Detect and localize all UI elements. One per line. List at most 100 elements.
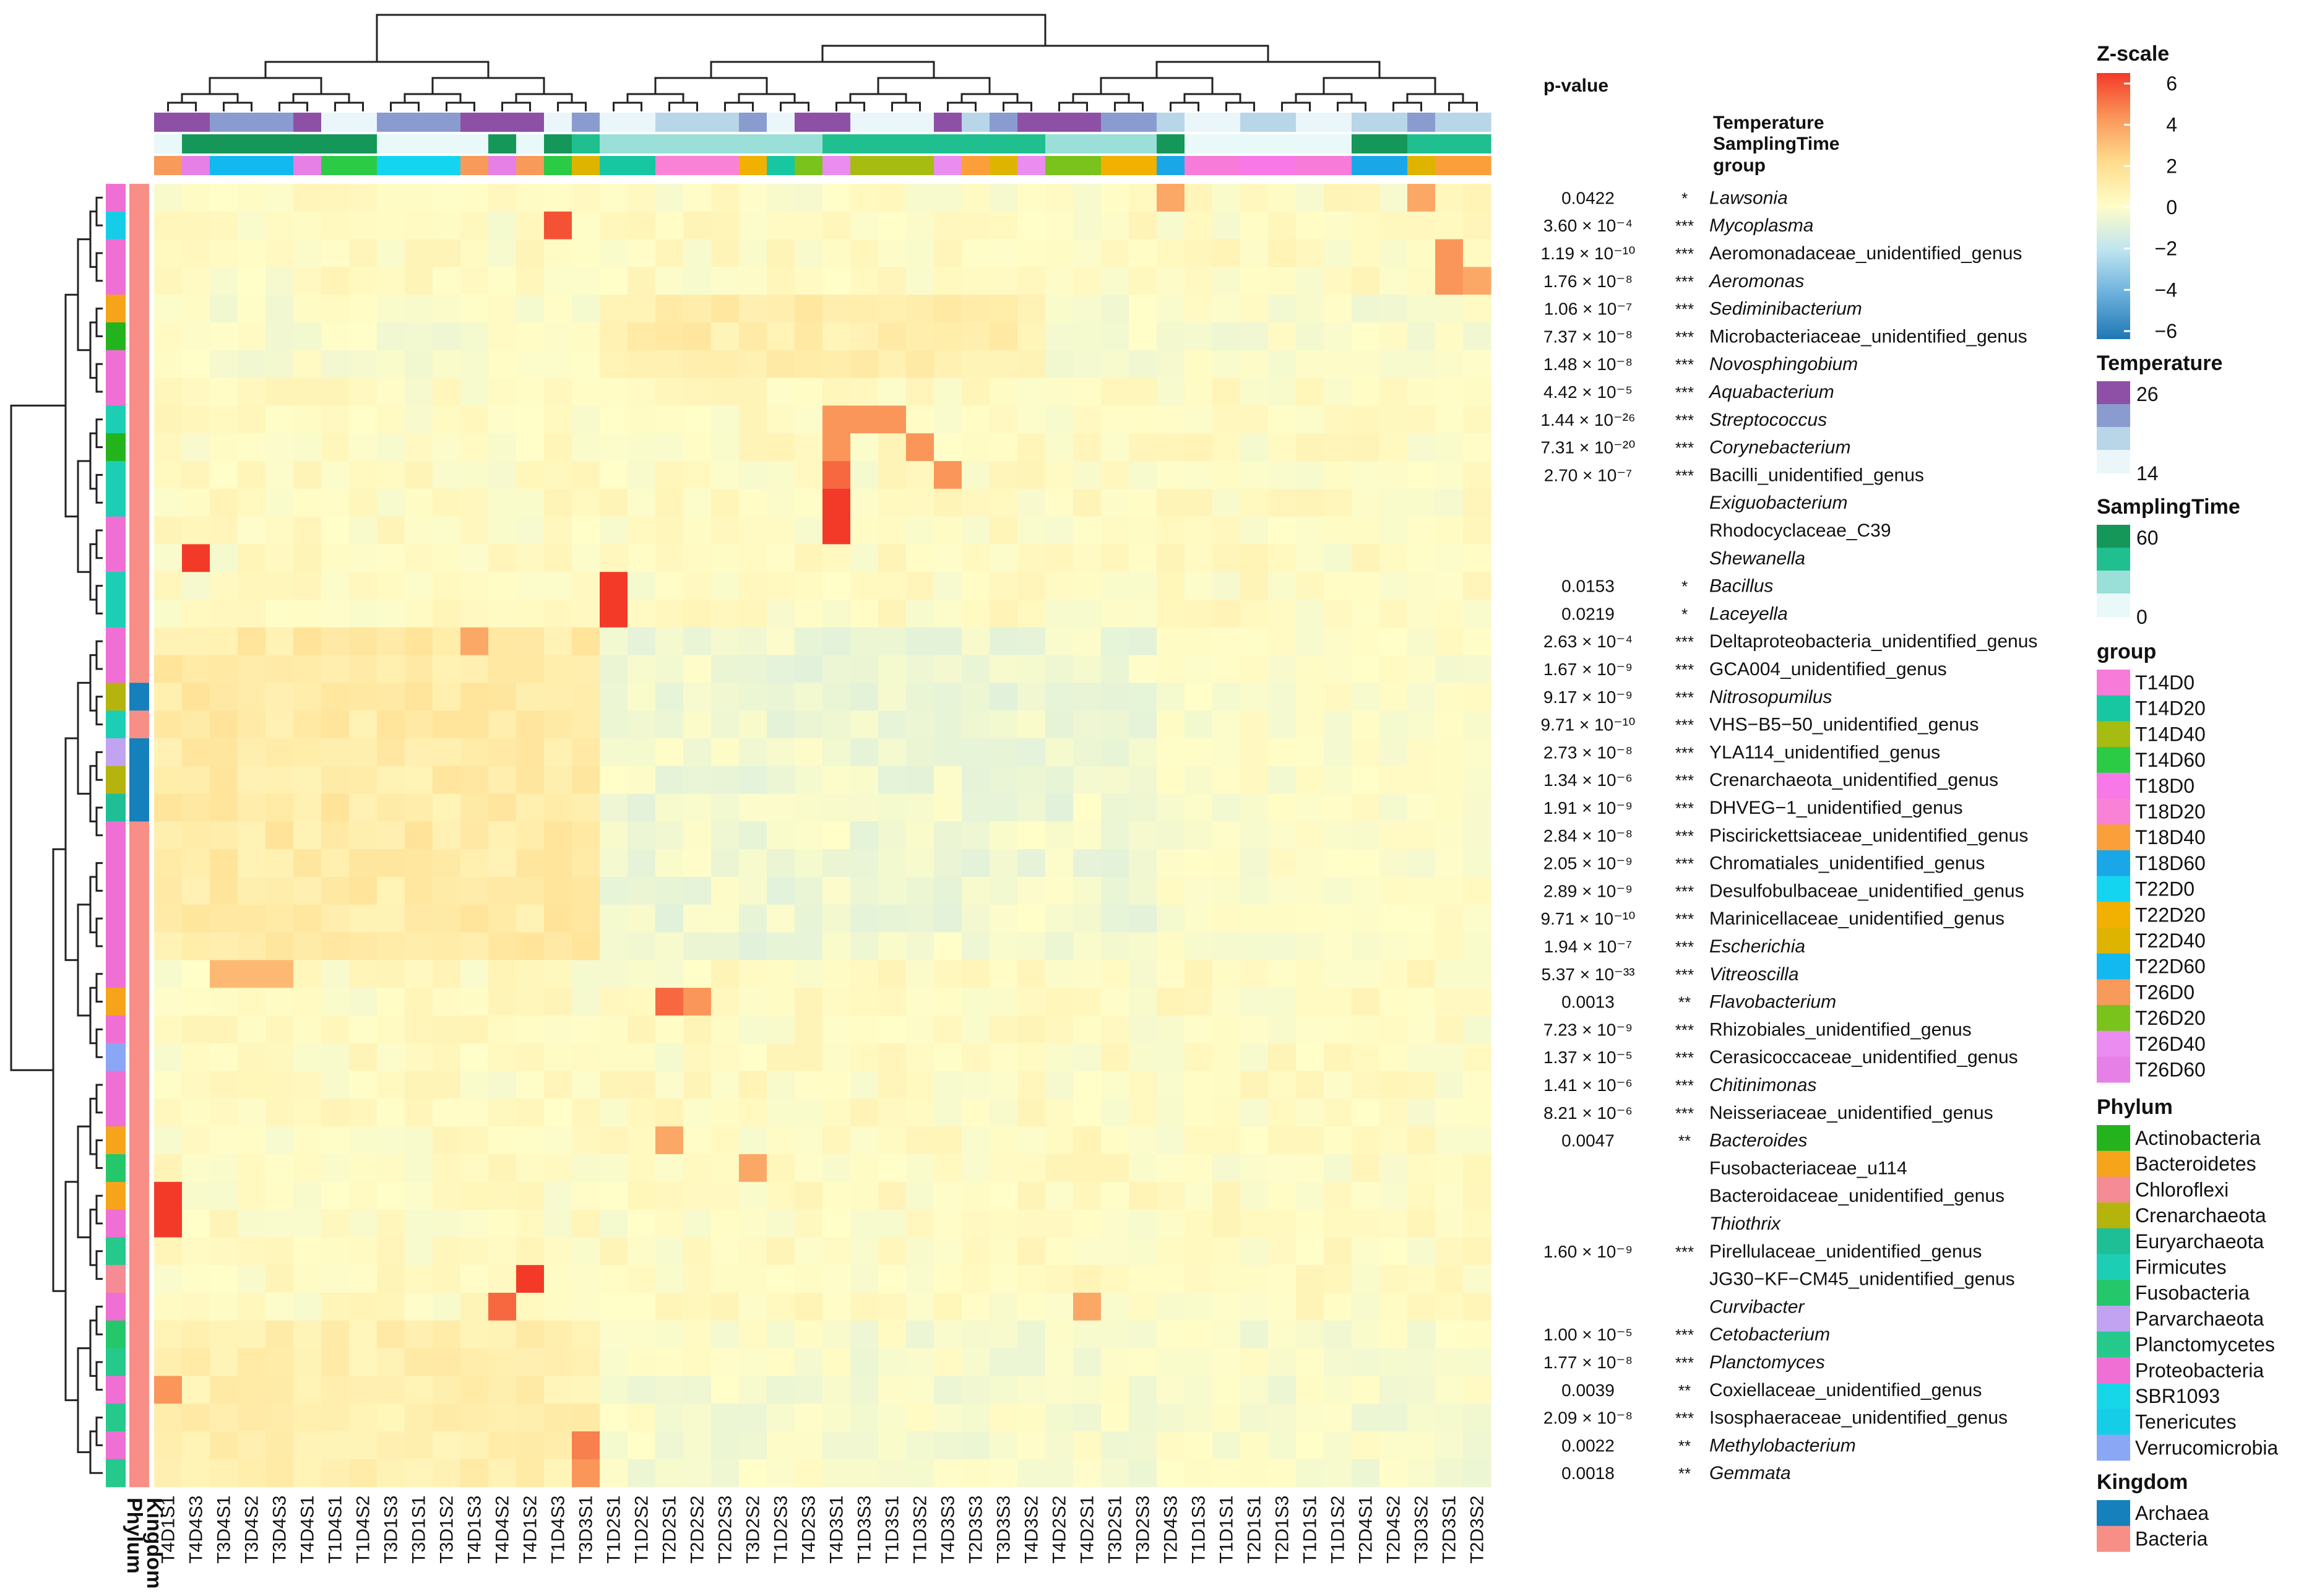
heatmap-cell (1324, 377, 1352, 406)
heatmap-cell (1017, 1376, 1046, 1404)
heatmap-cell (572, 350, 600, 379)
heatmap-cell (349, 627, 378, 656)
heatmap-cell (238, 932, 266, 960)
heatmap-cell (1352, 988, 1380, 1016)
heatmap-cell (154, 433, 183, 462)
group-annotation (822, 156, 851, 175)
heatmap-cell (1073, 1237, 1102, 1266)
heatmap-cell (1101, 793, 1129, 822)
heatmap-cell (1463, 877, 1491, 905)
heatmap-cell (1129, 516, 1157, 545)
heatmap-cell (1157, 1376, 1185, 1404)
heatmap-cell (1157, 516, 1185, 545)
heatmap-cell (488, 793, 517, 822)
heatmap-cell (516, 793, 545, 822)
heatmap-cell (962, 738, 990, 767)
dendrogram-branch (77, 904, 90, 1017)
heatmap-cell (1073, 239, 1102, 267)
heatmap-cell (405, 1154, 433, 1183)
heatmap-cell (739, 960, 767, 988)
heatmap-cell (767, 1459, 795, 1488)
temperature-annotation (934, 113, 962, 132)
heatmap-cell (182, 960, 210, 988)
phylum-annotation (106, 821, 126, 850)
heatmap-cell (683, 488, 712, 517)
heatmap-cell (321, 1265, 350, 1293)
heatmap-cell (1185, 1237, 1213, 1266)
heatmap-cell (711, 1431, 740, 1460)
kingdom-annotation (129, 904, 149, 933)
heatmap-cell (1463, 932, 1491, 960)
heatmap-cell (265, 516, 294, 545)
heatmap-cell (544, 821, 572, 850)
heatmap-cell (1101, 1459, 1129, 1488)
heatmap-cell (711, 766, 740, 795)
heatmap-cell (460, 655, 489, 683)
heatmap-cell (655, 267, 684, 295)
heatmap-cell (154, 821, 183, 850)
heatmap-cell (238, 1431, 266, 1460)
heatmap-cell (182, 1404, 210, 1432)
heatmap-cell (460, 960, 489, 988)
heatmap-cell (795, 1043, 823, 1072)
heatmap-cell (265, 1265, 294, 1293)
heatmap-cell (711, 793, 740, 822)
temperature-annotation (1463, 113, 1491, 132)
heatmap-cell (572, 1209, 600, 1238)
row-pvalue: 0.0022 (1561, 1436, 1615, 1455)
heatmap-cell (962, 960, 990, 988)
heatmap-cell (433, 738, 461, 767)
heatmap-cell (1379, 627, 1408, 656)
heatmap-cell (600, 1404, 628, 1432)
heatmap-cell (460, 433, 489, 462)
temperature-annotation (767, 113, 795, 132)
heatmap-cell (1352, 1098, 1380, 1127)
samplingtime-annotation (878, 134, 907, 153)
heatmap-cell (990, 1348, 1018, 1376)
heatmap-cell (377, 405, 405, 434)
heatmap-cell (600, 405, 628, 434)
heatmap-cell (265, 904, 294, 933)
heatmap-cell (488, 433, 517, 462)
heatmap-cell (1185, 405, 1213, 434)
heatmap-cell (182, 267, 210, 295)
heatmap-cell (795, 461, 823, 490)
temperature-annotation (1379, 113, 1408, 132)
heatmap-cell (850, 1293, 879, 1321)
heatmap-cell (1324, 932, 1352, 960)
heatmap-cell (182, 295, 210, 323)
heatmap-cell (1324, 793, 1352, 822)
heatmap-cell (878, 1071, 907, 1099)
heatmap-cell (1463, 738, 1491, 767)
heatmap-cell (210, 1404, 238, 1432)
heatmap-cell (488, 1126, 517, 1155)
heatmap-cell (293, 1293, 322, 1321)
heatmap-cell (1101, 1376, 1129, 1404)
heatmap-cell (1185, 849, 1213, 878)
heatmap-cell (154, 1376, 183, 1404)
column-annotation-bars (154, 113, 1491, 175)
heatmap-cell (182, 377, 210, 406)
heatmap-cell (405, 683, 433, 711)
heatmap-cell (1157, 1016, 1185, 1044)
heatmap-cell (572, 295, 600, 323)
heatmap-cell (293, 1459, 322, 1488)
heatmap-cell (293, 184, 322, 212)
heatmap-cell (377, 1043, 405, 1072)
row-pvalue: 1.34 × 10⁻⁶ (1543, 770, 1633, 790)
heatmap-cell (1101, 821, 1129, 850)
temperature-annotation (600, 113, 628, 132)
heatmap-cell (906, 821, 934, 850)
heatmap-cell (1379, 683, 1408, 711)
heatmap-cell (1101, 960, 1129, 988)
heatmap-cell (1240, 1071, 1269, 1099)
kingdom-annotation (129, 627, 149, 656)
heatmap-cell (1073, 1265, 1102, 1293)
heatmap-cell (1073, 821, 1102, 850)
heatmap-cell (293, 572, 322, 600)
heatmap-cell (460, 322, 489, 351)
heatmap-cell (822, 1348, 851, 1376)
heatmap-cell (628, 516, 656, 545)
row-significance: *** (1675, 938, 1694, 956)
